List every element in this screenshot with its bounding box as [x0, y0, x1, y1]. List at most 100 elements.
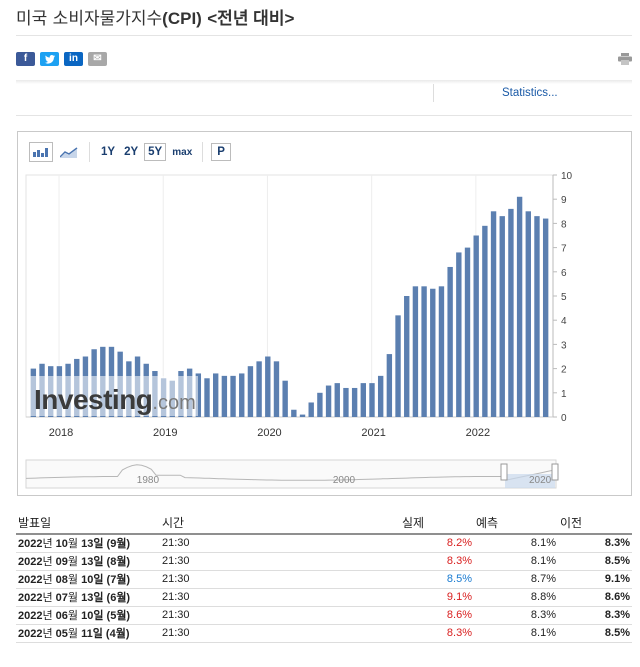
date-tail: 일 (8월): [93, 556, 131, 568]
date-tail: 일 (7월): [93, 574, 131, 586]
toolbar-separator: [202, 142, 204, 162]
date-day: 10: [81, 610, 94, 622]
range-5y-button[interactable]: 5Y: [144, 143, 167, 161]
divider: [16, 35, 632, 36]
date-year-suffix: 년: [42, 538, 56, 551]
date-day: 13: [81, 556, 94, 568]
date-year: 2022: [18, 628, 43, 640]
chart-panel: [17, 131, 632, 496]
date-year: 2022: [18, 610, 43, 622]
table-row: 2022년 06월 10일 (5월) 21:30 8.6% 8.3% 8.3%: [16, 606, 632, 625]
date-month: 09: [55, 556, 68, 568]
date-tail: 일 (6월): [93, 592, 131, 604]
page-title: 미국 소비자물가지수(CPI) <전년 대비>: [16, 4, 294, 29]
release-date-cell: 2022년 08월 10일 (7월): [16, 570, 160, 589]
table-row: 2022년 08월 10일 (7월) 21:30 8.5% 8.7% 9.1%: [16, 570, 632, 589]
actual-cell: 8.2%: [400, 534, 474, 553]
date-year-suffix: 년: [42, 628, 56, 640]
date-month-suffix: 월: [67, 556, 82, 568]
toolbar-separator: [89, 142, 90, 162]
header-time[interactable]: 시간: [160, 512, 400, 535]
share-bar: f in ✉: [16, 52, 107, 66]
time-cell: 21:30: [160, 624, 400, 643]
release-date-cell: 2022년 10월 13일 (9월): [16, 534, 160, 553]
actual-cell: 8.3%: [400, 624, 474, 643]
area-chart-type-button[interactable]: [57, 142, 81, 162]
mail-share-button[interactable]: ✉: [88, 52, 107, 66]
actual-cell: 9.1%: [400, 588, 474, 607]
time-cell: 21:30: [160, 552, 400, 571]
date-month: 07: [55, 592, 68, 604]
date-month-suffix: 월: [67, 628, 82, 640]
header-release-date[interactable]: 발표일: [16, 512, 160, 535]
logo-main-text: Investing: [34, 384, 153, 415]
previous-cell: 8.5%: [558, 624, 632, 643]
forecast-cell: 8.1%: [474, 534, 558, 553]
table-header-row: 발표일 시간 실제 예측 이전: [16, 512, 632, 535]
date-year: 2022: [18, 556, 43, 568]
statistics-link[interactable]: Statistics...: [502, 87, 558, 99]
date-year-suffix: 년: [42, 592, 56, 604]
header-previous[interactable]: 이전: [558, 512, 632, 535]
table-row: 2022년 10월 13일 (9월) 21:30 8.2% 8.1% 8.3%: [16, 534, 632, 553]
divider: [16, 115, 632, 116]
actual-cell: 8.5%: [400, 570, 474, 589]
table-row: 2022년 09월 13일 (8월) 21:30 8.3% 8.1% 8.5%: [16, 552, 632, 571]
bar-chart-type-button[interactable]: [29, 142, 53, 162]
title-suffix: <전년 대비>: [207, 9, 295, 28]
date-month-suffix: 월: [67, 574, 82, 586]
date-month: 08: [55, 574, 68, 586]
linkedin-share-button[interactable]: in: [64, 52, 83, 66]
column-separator: [433, 84, 434, 102]
previous-cell: 8.3%: [558, 606, 632, 625]
previous-cell: 9.1%: [558, 570, 632, 589]
previous-cell: 8.5%: [558, 552, 632, 571]
forecast-cell: 8.1%: [474, 624, 558, 643]
time-cell: 21:30: [160, 570, 400, 589]
area-chart-icon: [60, 147, 78, 158]
table-row: 2022년 07월 13일 (6월) 21:30 9.1% 8.8% 8.6%: [16, 588, 632, 607]
time-cell: 21:30: [160, 588, 400, 607]
twitter-icon: [44, 55, 55, 64]
range-2y-button[interactable]: 2Y: [124, 146, 139, 158]
bar-chart-icon: [33, 148, 48, 157]
logo-domain-text: .com: [152, 392, 196, 414]
actual-cell: 8.3%: [400, 552, 474, 571]
date-month: 10: [55, 538, 68, 551]
date-month-suffix: 월: [67, 610, 82, 622]
range-max-button[interactable]: max: [172, 146, 193, 158]
date-year-suffix: 년: [42, 574, 56, 586]
date-year-suffix: 년: [42, 556, 56, 568]
previous-cell: 8.6%: [558, 588, 632, 607]
p-button[interactable]: P: [211, 143, 231, 161]
twitter-share-button[interactable]: [40, 52, 59, 66]
investing-logo: Investing.com: [34, 384, 196, 416]
title-code: (CPI): [162, 9, 202, 28]
facebook-share-button[interactable]: f: [16, 52, 35, 66]
release-history-table: 발표일 시간 실제 예측 이전 2022년 10월 13일 (9월) 21:30 8…: [16, 512, 632, 643]
forecast-cell: 8.1%: [474, 552, 558, 571]
date-tail: 일 (9월): [93, 538, 131, 551]
chart-toolbar: 1Y 2Y 5Y max P: [29, 140, 231, 164]
forecast-cell: 8.8%: [474, 588, 558, 607]
date-day: 11: [81, 628, 93, 640]
forecast-cell: 8.7%: [474, 570, 558, 589]
print-icon[interactable]: [618, 53, 632, 65]
date-day: 13: [81, 592, 94, 604]
forecast-cell: 8.3%: [474, 606, 558, 625]
date-tail: 일 (5월): [93, 610, 131, 622]
section-shadow: [16, 80, 632, 84]
header-forecast[interactable]: 예측: [474, 512, 558, 535]
time-cell: 21:30: [160, 534, 400, 553]
date-year-suffix: 년: [42, 610, 56, 622]
range-1y-button[interactable]: 1Y: [101, 146, 116, 158]
date-month-suffix: 월: [67, 592, 82, 604]
date-year: 2022: [18, 574, 43, 586]
date-day: 13: [81, 538, 94, 551]
date-month: 05: [55, 628, 68, 640]
date-year: 2022: [18, 538, 43, 551]
header-actual[interactable]: 실제: [400, 512, 474, 535]
date-tail: 일 (4월): [92, 628, 130, 640]
date-month-suffix: 월: [67, 538, 82, 551]
release-date-cell: 2022년 07월 13일 (6월): [16, 588, 160, 607]
